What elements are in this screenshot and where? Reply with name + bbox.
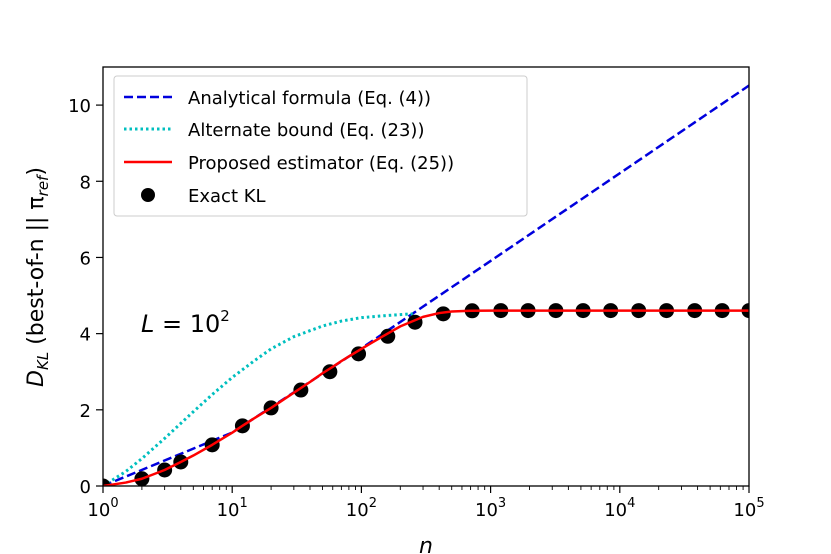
y-axis-ticks: 0 2 4 6 8 10	[68, 96, 103, 498]
y-tick-label: 0	[80, 477, 91, 498]
legend-label-exact: Exact KL	[188, 186, 266, 207]
legend-label-proposed: Proposed estimator (Eq. (25))	[188, 153, 454, 174]
legend-label-analytical: Analytical formula (Eq. (4))	[188, 88, 431, 109]
legend: Analytical formula (Eq. (4)) Alternate b…	[113, 75, 528, 217]
plot-area	[103, 84, 749, 486]
exact-kl-point	[351, 346, 367, 362]
exact-kl-point	[322, 364, 338, 380]
series-line-dashed	[103, 84, 749, 486]
axes-frame	[102, 66, 750, 487]
x-tick-label: 104	[604, 496, 635, 521]
legend-swatch-exact	[141, 188, 155, 202]
x-tick-label: 105	[733, 496, 764, 521]
y-tick-label: 4	[80, 325, 91, 346]
y-tick-label: 6	[80, 248, 91, 269]
legend-label-alternate: Alternate bound (Eq. (23))	[188, 120, 424, 141]
y-axis-label: DKL (best-of-n || πref)	[24, 167, 52, 387]
annotation-label: L = 102	[141, 307, 230, 338]
x-tick-label: 101	[217, 496, 248, 521]
y-tick-label: 10	[68, 96, 91, 117]
x-tick-label: 102	[346, 496, 377, 521]
legend-box	[113, 75, 528, 217]
y-tick-label: 2	[80, 401, 91, 422]
x-tick-label: 100	[87, 496, 118, 521]
series-line-solid	[103, 309, 749, 486]
x-axis-ticks: 100 101 102 103 104 105	[87, 486, 765, 521]
y-tick-label: 8	[80, 172, 91, 193]
x-tick-label: 103	[475, 496, 506, 521]
x-axis-label: n	[419, 534, 433, 554]
series-line-dotted	[103, 312, 413, 486]
